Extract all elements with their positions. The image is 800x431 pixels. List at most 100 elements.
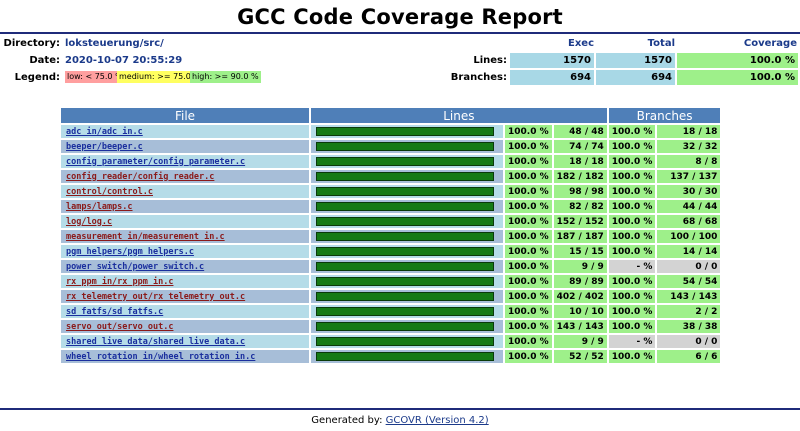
legend-high: high: >= 90.0 % — [190, 71, 261, 83]
legend-label: Legend: — [14, 72, 60, 83]
line-coverage-bar — [316, 232, 494, 241]
file-cell: power_switch/power_switch.c — [61, 260, 309, 273]
file-link[interactable]: rx_ppm_in/rx_ppm_in.c — [66, 276, 174, 287]
branch-coverage-percent: 100.0 % — [608, 170, 656, 183]
line-coverage-count: 82 / 82 — [553, 200, 607, 213]
file-link[interactable]: servo_out/servo_out.c — [66, 321, 174, 332]
line-coverage-percent: 100.0 % — [505, 290, 552, 303]
line-coverage-bar — [316, 352, 494, 361]
file-link[interactable]: control/control.c — [66, 186, 153, 197]
file-link[interactable]: shared_live_data/shared_live_data.c — [66, 336, 246, 347]
line-coverage-percent: 100.0 % — [505, 215, 552, 228]
line-coverage-count: 52 / 52 — [553, 350, 607, 363]
branch-coverage-count: 137 / 137 — [657, 170, 721, 183]
branch-coverage-percent: 100.0 % — [608, 290, 656, 303]
line-coverage-bar-cell — [311, 170, 503, 183]
date-value: 2020-10-07 20:55:29 — [65, 55, 183, 66]
file-link[interactable]: wheel_rotation_in/wheel_rotation_in.c — [66, 351, 256, 362]
file-link[interactable]: log/log.c — [66, 216, 113, 227]
file-cell: shared_live_data/shared_live_data.c — [61, 335, 309, 348]
table-row: servo_out/servo_out.c 100.0 % 143 / 143 100… — [61, 320, 721, 333]
line-coverage-count: 89 / 89 — [553, 275, 607, 288]
branch-coverage-count: 38 / 38 — [657, 320, 721, 333]
lines-column-header[interactable]: Lines — [311, 108, 607, 123]
line-coverage-count: 143 / 143 — [553, 320, 607, 333]
line-coverage-bar-cell — [311, 335, 503, 348]
line-coverage-bar — [316, 202, 494, 211]
line-coverage-count: 10 / 10 — [553, 305, 607, 318]
line-coverage-bar-cell — [311, 200, 503, 213]
line-coverage-bar — [316, 127, 494, 136]
lines-total: 1570 — [596, 53, 675, 68]
table-row: pgm_helpers/pgm_helpers.c 100.0 % 15 / 15 1… — [61, 245, 721, 258]
table-row: rx_ppm_in/rx_ppm_in.c 100.0 % 89 / 89 100.0… — [61, 275, 721, 288]
legend-medium: medium: >= 75.0 % — [117, 71, 204, 83]
branch-coverage-percent: 100.0 % — [608, 155, 656, 168]
file-cell: config_parameter/config_parameter.c — [61, 155, 309, 168]
branches-column-header[interactable]: Branches — [608, 108, 721, 123]
branch-coverage-percent: 100.0 % — [608, 215, 656, 228]
file-cell: config_reader/config_reader.c — [61, 170, 309, 183]
line-coverage-bar — [316, 292, 494, 301]
line-coverage-count: 98 / 98 — [553, 185, 607, 198]
file-cell: adc_in/adc_in.c — [61, 125, 309, 138]
line-coverage-bar-cell — [311, 245, 503, 258]
lines-label: Lines: — [473, 55, 507, 66]
branch-coverage-percent: 100.0 % — [608, 245, 656, 258]
line-coverage-percent: 100.0 % — [505, 260, 552, 273]
file-cell: lamps/lamps.c — [61, 200, 309, 213]
file-link[interactable]: beeper/beeper.c — [66, 141, 143, 152]
line-coverage-bar — [316, 277, 494, 286]
line-coverage-bar-cell — [311, 125, 503, 138]
file-link[interactable]: sd_fatfs/sd_fatfs.c — [66, 306, 164, 317]
file-link[interactable]: pgm_helpers/pgm_helpers.c — [66, 246, 194, 257]
line-coverage-bar-cell — [311, 350, 503, 363]
file-cell: sd_fatfs/sd_fatfs.c — [61, 305, 309, 318]
line-coverage-bar — [316, 262, 494, 271]
branch-coverage-count: 54 / 54 — [657, 275, 721, 288]
line-coverage-percent: 100.0 % — [505, 350, 552, 363]
line-coverage-bar-cell — [311, 185, 503, 198]
legend-low: low: < 75.0 % — [65, 71, 125, 83]
file-link[interactable]: power_switch/power_switch.c — [66, 261, 205, 272]
branch-coverage-percent: 100.0 % — [608, 125, 656, 138]
line-coverage-percent: 100.0 % — [505, 200, 552, 213]
branch-coverage-percent: 100.0 % — [608, 275, 656, 288]
directory-value: loksteuerung/src/ — [65, 38, 164, 49]
footer: Generated by: GCOVR (Version 4.2) — [0, 415, 800, 426]
total-column-header: Total — [647, 38, 675, 49]
file-link[interactable]: config_parameter/config_parameter.c — [66, 156, 246, 167]
line-coverage-count: 48 / 48 — [553, 125, 607, 138]
line-coverage-percent: 100.0 % — [505, 305, 552, 318]
file-link[interactable]: config_reader/config_reader.c — [66, 171, 215, 182]
file-cell: wheel_rotation_in/wheel_rotation_in.c — [61, 350, 309, 363]
line-coverage-count: 402 / 402 — [553, 290, 607, 303]
branch-coverage-percent: 100.0 % — [608, 350, 656, 363]
file-link[interactable]: measurement_in/measurement_in.c — [66, 231, 225, 242]
branch-coverage-count: 32 / 32 — [657, 140, 721, 153]
branch-coverage-count: 30 / 30 — [657, 185, 721, 198]
table-row: config_reader/config_reader.c 100.0 % 182 … — [61, 170, 721, 183]
branch-coverage-percent: 100.0 % — [608, 185, 656, 198]
line-coverage-count: 18 / 18 — [553, 155, 607, 168]
line-coverage-bar — [316, 337, 494, 346]
coverage-table: File Lines Branches adc_in/adc_in.c 100.0… — [59, 106, 722, 365]
branches-total: 694 — [596, 70, 675, 85]
exec-column-header: Exec — [568, 38, 594, 49]
line-coverage-percent: 100.0 % — [505, 230, 552, 243]
line-coverage-bar-cell — [311, 260, 503, 273]
branch-coverage-count: 8 / 8 — [657, 155, 721, 168]
bottom-divider — [0, 408, 800, 410]
file-link[interactable]: adc_in/adc_in.c — [66, 126, 143, 137]
gcovr-link[interactable]: GCOVR (Version 4.2) — [385, 415, 489, 426]
file-column-header[interactable]: File — [61, 108, 309, 123]
file-link[interactable]: lamps/lamps.c — [66, 201, 133, 212]
footer-prefix: Generated by: — [311, 415, 386, 426]
branch-coverage-percent: 100.0 % — [608, 320, 656, 333]
file-link[interactable]: rx_telemetry_out/rx_telemetry_out.c — [66, 291, 246, 302]
branches-exec: 694 — [510, 70, 594, 85]
branch-coverage-count: 0 / 0 — [657, 260, 721, 273]
line-coverage-bar — [316, 322, 494, 331]
branch-coverage-count: 44 / 44 — [657, 200, 721, 213]
table-row: beeper/beeper.c 100.0 % 74 / 74 100.0 % 32 /… — [61, 140, 721, 153]
